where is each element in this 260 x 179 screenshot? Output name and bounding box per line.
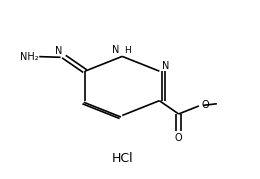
Text: N: N	[162, 61, 170, 71]
Text: N: N	[55, 45, 63, 55]
Text: O: O	[175, 133, 183, 143]
Text: H: H	[124, 46, 131, 55]
Text: NH₂: NH₂	[20, 52, 38, 62]
Text: N: N	[112, 45, 120, 55]
Text: O: O	[201, 100, 209, 110]
Text: HCl: HCl	[111, 152, 133, 165]
